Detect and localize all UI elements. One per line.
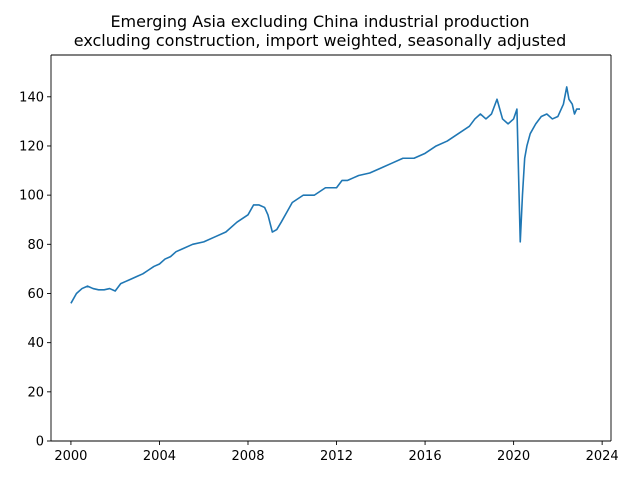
- y-tick-label: 60: [27, 287, 44, 302]
- y-tick-label: 20: [27, 385, 44, 400]
- series-layer: [70, 86, 581, 304]
- x-tick-label: 2000: [54, 449, 87, 464]
- chart-title: Emerging Asia excluding China industrial…: [110, 12, 530, 31]
- x-tick-label: 2008: [231, 449, 264, 464]
- x-tick-label: 2020: [497, 449, 530, 464]
- x-tick-label: 2024: [586, 449, 619, 464]
- y-tick-label: 100: [19, 189, 44, 204]
- axes-layer: 2000 2004 2008 2012 2016 2020 2024 0 20 40 60 80 100…: [19, 54, 619, 464]
- x-tick-label: 2012: [320, 449, 353, 464]
- y-tick-label: 120: [19, 139, 44, 154]
- chart-subtitle: excluding construction, import weighted,…: [73, 31, 567, 50]
- y-tick-label: 0: [36, 435, 44, 450]
- x-tick-label: 2004: [143, 449, 176, 464]
- x-tick-label: 2016: [409, 449, 442, 464]
- y-tick-label: 40: [27, 336, 44, 351]
- series-line-0: [70, 86, 581, 304]
- y-tick-label: 140: [19, 90, 44, 105]
- y-tick-label: 80: [27, 238, 44, 253]
